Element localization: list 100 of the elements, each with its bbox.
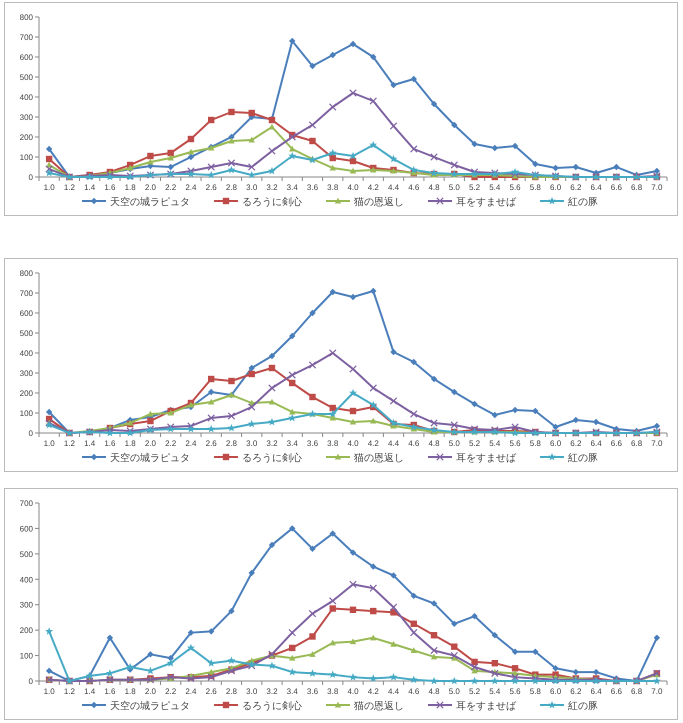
x-tick-label: 2.4 bbox=[185, 183, 198, 192]
x-tick-label: 5.2 bbox=[468, 183, 481, 192]
x-tick-label: 1.2 bbox=[64, 183, 76, 192]
x-tick-label: 1.4 bbox=[84, 439, 96, 448]
x-tick-label: 3.2 bbox=[266, 687, 278, 696]
x-tick-label: 2.0 bbox=[144, 439, 157, 448]
x-tick-label: 1.8 bbox=[124, 183, 136, 192]
legend-label: 猫の恩返し bbox=[354, 452, 404, 464]
x-tick-label: 7.0 bbox=[651, 687, 663, 696]
x-tick-label: 4.8 bbox=[428, 439, 440, 448]
x-tick-label: 5.0 bbox=[448, 687, 460, 696]
x-tick-label: 1.8 bbox=[124, 687, 136, 696]
y-tick-label: 800 bbox=[20, 13, 34, 22]
x-tick-label: 5.6 bbox=[510, 439, 522, 448]
x-tick-label: 3.0 bbox=[246, 687, 258, 696]
y-tick-label: 600 bbox=[20, 524, 34, 534]
legend-label: 紅の豚 bbox=[568, 701, 598, 712]
y-tick-label: 500 bbox=[20, 550, 34, 559]
x-tick-label: 4.0 bbox=[347, 687, 360, 696]
x-tick-label: 5.6 bbox=[510, 183, 522, 192]
y-tick-label: 300 bbox=[20, 113, 34, 122]
x-tick-label: 3.0 bbox=[246, 183, 258, 192]
x-tick-label: 5.0 bbox=[448, 183, 460, 192]
y-tick-label: 700 bbox=[20, 33, 34, 42]
x-tick-label: 1.8 bbox=[124, 439, 136, 448]
legend-label: 天空の城ラピュタ bbox=[110, 700, 190, 712]
y-tick-label: 400 bbox=[20, 575, 34, 584]
y-tick-label: 700 bbox=[20, 289, 34, 298]
x-tick-label: 5.8 bbox=[530, 439, 542, 448]
x-tick-label: 6.8 bbox=[631, 439, 643, 448]
y-tick-label: 0 bbox=[28, 677, 34, 686]
legend-label: るろうに剣心 bbox=[242, 700, 302, 712]
y-tick-label: 800 bbox=[20, 269, 34, 278]
x-tick-label: 3.8 bbox=[327, 439, 339, 448]
x-tick-label: 6.0 bbox=[550, 687, 562, 696]
x-tick-label: 3.6 bbox=[306, 439, 319, 448]
x-tick-label: 5.2 bbox=[468, 439, 481, 448]
x-tick-label: 2.2 bbox=[165, 183, 177, 192]
legend-label: るろうに剣心 bbox=[242, 452, 302, 464]
x-tick-label: 1.4 bbox=[84, 183, 96, 192]
x-tick-label: 4.2 bbox=[368, 439, 380, 448]
x-tick-label: 2.6 bbox=[206, 183, 218, 192]
x-tick-label: 6.2 bbox=[570, 183, 582, 192]
x-tick-label: 1.6 bbox=[104, 439, 116, 448]
legend-label: 猫の恩返し bbox=[354, 700, 404, 712]
x-tick-label: 1.2 bbox=[64, 439, 76, 448]
x-tick-label: 2.2 bbox=[165, 687, 177, 696]
x-tick-label: 5.4 bbox=[489, 687, 501, 696]
y-tick-label: 100 bbox=[20, 409, 34, 418]
x-tick-label: 6.2 bbox=[570, 687, 582, 696]
x-tick-label: 2.0 bbox=[144, 687, 157, 696]
x-tick-label: 6.2 bbox=[570, 439, 582, 448]
x-tick-label: 3.4 bbox=[286, 183, 298, 192]
x-tick-label: 3.2 bbox=[266, 183, 278, 192]
x-tick-label: 2.8 bbox=[226, 687, 238, 696]
legend-label: 紅の豚 bbox=[568, 453, 598, 464]
x-tick-label: 3.0 bbox=[246, 439, 258, 448]
x-tick-label: 6.0 bbox=[550, 439, 562, 448]
y-tick-label: 600 bbox=[20, 309, 34, 318]
x-tick-label: 4.6 bbox=[408, 439, 420, 448]
x-tick-label: 2.4 bbox=[185, 687, 198, 696]
x-tick-label: 1.2 bbox=[64, 687, 76, 696]
x-tick-label: 6.4 bbox=[590, 687, 602, 696]
x-tick-label: 5.0 bbox=[448, 439, 460, 448]
x-tick-label: 2.2 bbox=[165, 439, 177, 448]
x-tick-label: 1.6 bbox=[104, 183, 116, 192]
x-tick-label: 6.4 bbox=[590, 183, 602, 192]
x-tick-label: 6.0 bbox=[550, 183, 562, 192]
x-tick-label: 1.4 bbox=[84, 687, 96, 696]
x-tick-label: 6.4 bbox=[590, 439, 602, 448]
x-tick-label: 6.8 bbox=[631, 183, 643, 192]
y-tick-label: 600 bbox=[20, 53, 34, 62]
legend-label: るろうに剣心 bbox=[242, 196, 302, 208]
y-tick-label: 0 bbox=[28, 173, 34, 182]
x-tick-label: 1.0 bbox=[44, 439, 56, 448]
x-tick-label: 6.6 bbox=[610, 183, 622, 192]
x-tick-label: 4.2 bbox=[368, 687, 380, 696]
x-tick-label: 6.8 bbox=[631, 687, 643, 696]
x-tick-label: 3.4 bbox=[286, 439, 298, 448]
x-tick-label: 3.8 bbox=[327, 183, 339, 192]
x-tick-label: 5.8 bbox=[530, 687, 542, 696]
x-tick-label: 4.4 bbox=[388, 687, 400, 696]
legend-label: 耳をすませば bbox=[456, 197, 517, 208]
x-tick-label: 4.0 bbox=[347, 439, 360, 448]
x-tick-label: 5.4 bbox=[489, 439, 501, 448]
x-tick-label: 4.4 bbox=[388, 439, 400, 448]
x-tick-label: 7.0 bbox=[651, 183, 663, 192]
x-tick-label: 2.6 bbox=[206, 439, 218, 448]
x-tick-label: 1.0 bbox=[44, 687, 56, 696]
y-tick-label: 500 bbox=[20, 73, 34, 82]
x-tick-label: 3.6 bbox=[306, 687, 319, 696]
y-tick-label: 700 bbox=[20, 499, 34, 508]
x-tick-label: 3.8 bbox=[327, 687, 339, 696]
x-tick-label: 5.8 bbox=[530, 183, 542, 192]
y-tick-label: 400 bbox=[20, 349, 34, 358]
x-tick-label: 3.2 bbox=[266, 439, 278, 448]
legend-label: 紅の豚 bbox=[568, 197, 598, 208]
y-tick-label: 100 bbox=[20, 652, 34, 661]
legend-label: 猫の恩返し bbox=[354, 196, 404, 208]
y-tick-label: 0 bbox=[28, 429, 34, 438]
